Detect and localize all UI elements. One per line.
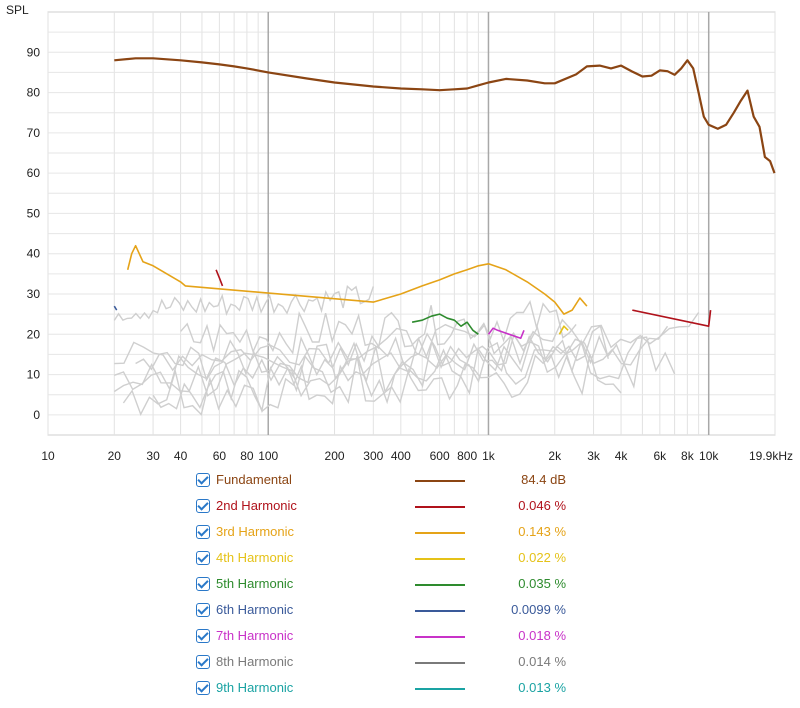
legend-swatch [415, 558, 465, 560]
legend-label[interactable]: 3rd Harmonic [216, 524, 295, 539]
background-trace [113, 285, 374, 321]
legend-checkbox[interactable] [196, 655, 210, 669]
x-tick-label: 3k [587, 449, 601, 463]
x-tick-label: 300 [363, 449, 383, 463]
series-line-fundamental [114, 57, 776, 174]
legend: Fundamental 84.4 dB 2nd Harmonic 0.046 % 3rd… [196, 470, 596, 704]
background-trace [135, 324, 609, 382]
y-tick-label: 60 [27, 166, 41, 180]
background-trace [152, 353, 622, 413]
legend-row: 4th Harmonic 0.022 % [196, 548, 596, 574]
background-trace [180, 300, 577, 355]
legend-value: 0.018 % [518, 628, 566, 643]
x-tick-label: 600 [430, 449, 450, 463]
x-tick-label: 400 [391, 449, 411, 463]
legend-swatch [415, 662, 465, 664]
y-axis-label: SPL [6, 3, 29, 17]
y-tick-label: 30 [27, 287, 41, 301]
y-tick-label: 50 [27, 206, 41, 220]
x-tick-label: 4k [615, 449, 629, 463]
x-tick-label: 200 [325, 449, 345, 463]
x-tick-label: 2k [548, 449, 562, 463]
series-line-4th-harmonic [558, 325, 569, 335]
y-tick-label: 20 [27, 327, 41, 341]
legend-checkbox[interactable] [196, 603, 210, 617]
series-layer [113, 57, 776, 340]
y-tick-labels: 0 10 20 30 40 50 60 70 80 90 [27, 45, 41, 422]
legend-value: 0.0099 % [511, 602, 566, 617]
legend-label[interactable]: 7th Harmonic [216, 628, 294, 643]
legend-label[interactable]: 8th Harmonic [216, 654, 294, 669]
harmonic-distortion-chart: 0 10 20 30 40 50 60 70 80 90 10 20 30 40 60 80 100 200 30… [6, 3, 793, 463]
background-trace [114, 312, 700, 372]
legend-label[interactable]: 2nd Harmonic [216, 498, 297, 513]
y-tick-label: 40 [27, 247, 41, 261]
legend-value: 0.143 % [518, 524, 566, 539]
legend-value: 0.014 % [518, 654, 566, 669]
legend-swatch [415, 636, 465, 638]
legend-value: 0.013 % [518, 680, 566, 695]
legend-row: Fundamental 84.4 dB [196, 470, 596, 496]
x-tick-label: 100 [258, 449, 278, 463]
legend-label[interactable]: 5th Harmonic [216, 576, 294, 591]
legend-row: 8th Harmonic 0.014 % [196, 652, 596, 678]
y-tick-label: 0 [33, 408, 40, 422]
x-tick-label: 800 [457, 449, 477, 463]
series-line-7th-harmonic [487, 327, 525, 340]
x-tick-label: 19.9kHz [749, 449, 793, 463]
legend-row: 9th Harmonic 0.013 % [196, 678, 596, 704]
x-tick-label: 40 [174, 449, 188, 463]
legend-value: 0.035 % [518, 576, 566, 591]
legend-swatch [415, 610, 465, 612]
legend-label[interactable]: 6th Harmonic [216, 602, 294, 617]
series-line-3rd-harmonic [126, 244, 588, 315]
y-tick-label: 70 [27, 126, 41, 140]
series-line-5th-harmonic [411, 313, 479, 335]
x-tick-label: 10 [41, 449, 55, 463]
x-tick-label: 8k [681, 449, 695, 463]
legend-value: 84.4 dB [521, 472, 566, 487]
legend-value: 0.046 % [518, 498, 566, 513]
x-tick-labels: 10 20 30 40 60 80 100 200 300 400 600 800 1k 2k 3k 4k 6k… [41, 449, 793, 463]
legend-row: 3rd Harmonic 0.143 % [196, 522, 596, 548]
background-traces [113, 285, 700, 416]
y-tick-label: 90 [27, 45, 41, 59]
legend-row: 5th Harmonic 0.035 % [196, 574, 596, 600]
series-line-2nd-harmonic [215, 269, 224, 287]
x-tick-label: 1k [482, 449, 496, 463]
legend-checkbox[interactable] [196, 577, 210, 591]
legend-label[interactable]: 4th Harmonic [216, 550, 294, 565]
y-tick-label: 80 [27, 86, 41, 100]
legend-swatch [415, 506, 465, 508]
legend-value: 0.022 % [518, 550, 566, 565]
series-line-2nd-harmonic [632, 309, 712, 328]
legend-row: 2nd Harmonic 0.046 % [196, 496, 596, 522]
legend-row: 7th Harmonic 0.018 % [196, 626, 596, 652]
legend-checkbox[interactable] [196, 525, 210, 539]
legend-swatch [415, 688, 465, 690]
legend-swatch [415, 584, 465, 586]
legend-row: 6th Harmonic 0.0099 % [196, 600, 596, 626]
x-tick-label: 60 [213, 449, 227, 463]
x-tick-label: 6k [654, 449, 668, 463]
legend-label[interactable]: 9th Harmonic [216, 680, 294, 695]
legend-checkbox[interactable] [196, 629, 210, 643]
legend-checkbox[interactable] [196, 681, 210, 695]
series-line-6th-harmonic [113, 305, 118, 311]
legend-label[interactable]: Fundamental [216, 472, 292, 487]
x-tick-label: 20 [108, 449, 122, 463]
legend-swatch [415, 532, 465, 534]
x-tick-label: 80 [240, 449, 254, 463]
legend-checkbox[interactable] [196, 551, 210, 565]
legend-swatch [415, 480, 465, 482]
x-tick-label: 10k [699, 449, 719, 463]
legend-checkbox[interactable] [196, 499, 210, 513]
y-tick-label: 10 [27, 368, 41, 382]
x-tick-label: 30 [146, 449, 160, 463]
legend-checkbox[interactable] [196, 473, 210, 487]
